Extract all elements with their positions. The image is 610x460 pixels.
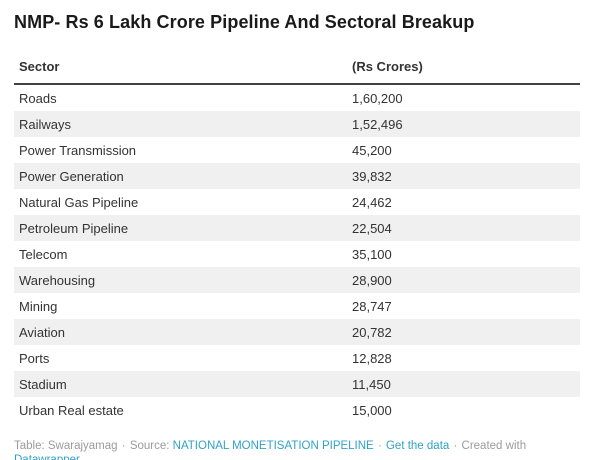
value-cell: 22,504 xyxy=(352,220,392,236)
table-row: Power Transmission 45,200 xyxy=(14,137,580,163)
datawrapper-link[interactable]: Datawrapper xyxy=(14,454,80,460)
source-link[interactable]: NATIONAL MONETISATION PIPELINE xyxy=(172,440,374,452)
table-row: Railways 1,52,496 xyxy=(14,111,580,137)
sector-cell: Urban Real estate xyxy=(19,402,124,418)
sector-cell: Railways xyxy=(19,116,72,132)
value-cell: 28,900 xyxy=(352,272,392,288)
table-row: Mining 28,747 xyxy=(14,293,580,319)
value-cell: 45,200 xyxy=(352,142,392,158)
sector-cell: Mining xyxy=(19,298,58,314)
table-row: Urban Real estate 15,000 xyxy=(14,397,580,423)
value-cell: 39,832 xyxy=(352,168,392,184)
table-row: Aviation 20,782 xyxy=(14,319,580,345)
value-cell: 15,000 xyxy=(352,402,392,418)
attribution-footer: Table: Swarajyamag · Source: NATIONAL MO… xyxy=(14,439,580,460)
sector-cell: Stadium xyxy=(19,376,67,392)
value-cell: 24,462 xyxy=(352,194,392,210)
separator-dot: · xyxy=(453,440,458,452)
value-cell: 35,100 xyxy=(352,246,392,262)
sector-cell: Power Transmission xyxy=(19,142,137,158)
table-row: Stadium 11,450 xyxy=(14,371,580,397)
sector-breakup-table: Sector (Rs Crores) Roads 1,60,200 Railways… xyxy=(14,59,580,423)
sector-cell: Aviation xyxy=(19,324,66,340)
column-header-sector: Sector xyxy=(14,59,347,85)
value-cell: 1,52,496 xyxy=(352,116,403,132)
table-header: Sector (Rs Crores) xyxy=(14,59,580,85)
separator-dot: · xyxy=(377,440,382,452)
table-row: Warehousing 28,900 xyxy=(14,267,580,293)
table-row: Ports 12,828 xyxy=(14,345,580,371)
table-row: Telecom 35,100 xyxy=(14,241,580,267)
page-title: NMP- Rs 6 Lakh Crore Pipeline And Sector… xyxy=(14,12,475,32)
value-cell: 20,782 xyxy=(352,324,392,340)
value-cell: 28,747 xyxy=(352,298,392,314)
table-row: Roads 1,60,200 xyxy=(14,84,580,111)
table-row: Petroleum Pipeline 22,504 xyxy=(14,215,580,241)
table-row: Natural Gas Pipeline 24,462 xyxy=(14,189,580,215)
sector-cell: Telecom xyxy=(19,246,68,262)
value-cell: 1,60,200 xyxy=(352,90,403,106)
value-cell: 11,450 xyxy=(352,376,391,392)
source-prefix: Source: xyxy=(129,440,170,452)
get-the-data-link[interactable]: Get the data xyxy=(385,440,450,452)
sector-cell: Power Generation xyxy=(19,168,124,184)
sector-cell: Warehousing xyxy=(19,272,96,288)
table-row: Power Generation 39,832 xyxy=(14,163,580,189)
sector-cell: Ports xyxy=(19,350,50,366)
created-with-label: Created with xyxy=(461,440,527,452)
separator-dot: · xyxy=(121,440,126,452)
table-credit: Table: Swarajyamag xyxy=(14,440,118,452)
sector-cell: Natural Gas Pipeline xyxy=(19,194,139,210)
sector-cell: Roads xyxy=(19,90,57,106)
column-header-rs-crores: (Rs Crores) xyxy=(347,59,580,85)
value-cell: 12,828 xyxy=(352,350,392,366)
sector-cell: Petroleum Pipeline xyxy=(19,220,129,236)
table-body: Roads 1,60,200 Railways 1,52,496 Power Trans… xyxy=(14,84,580,423)
